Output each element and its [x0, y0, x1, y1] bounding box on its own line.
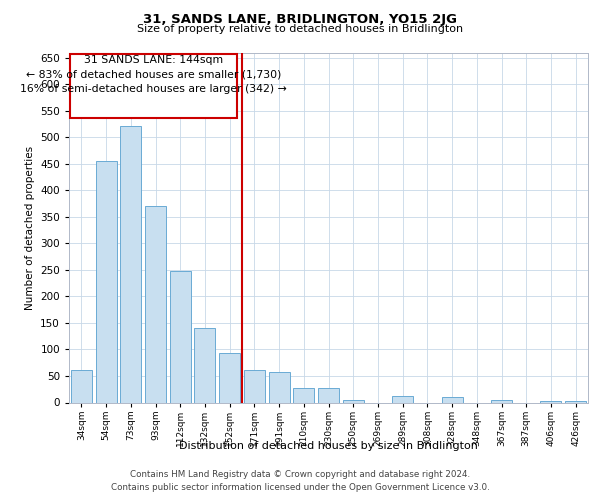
Text: Size of property relative to detached houses in Bridlington: Size of property relative to detached ho… — [137, 24, 463, 34]
Text: Contains public sector information licensed under the Open Government Licence v3: Contains public sector information licen… — [110, 482, 490, 492]
Text: Contains HM Land Registry data © Crown copyright and database right 2024.: Contains HM Land Registry data © Crown c… — [130, 470, 470, 479]
Text: 31, SANDS LANE, BRIDLINGTON, YO15 2JG: 31, SANDS LANE, BRIDLINGTON, YO15 2JG — [143, 12, 457, 26]
Bar — [194, 328, 215, 402]
Text: 31 SANDS LANE: 144sqm
← 83% of detached houses are smaller (1,730)
16% of semi-d: 31 SANDS LANE: 144sqm ← 83% of detached … — [20, 55, 287, 94]
Text: Distribution of detached houses by size in Bridlington: Distribution of detached houses by size … — [179, 441, 478, 451]
Bar — [170, 271, 191, 402]
Bar — [269, 372, 290, 402]
Bar — [120, 126, 141, 402]
Bar — [541, 401, 562, 402]
Bar — [244, 370, 265, 402]
Bar — [219, 353, 240, 403]
Bar — [318, 388, 339, 402]
Bar — [293, 388, 314, 402]
Bar — [491, 400, 512, 402]
Bar — [70, 54, 237, 118]
Bar — [145, 206, 166, 402]
Bar — [95, 161, 116, 402]
Bar — [71, 370, 92, 402]
Bar — [442, 397, 463, 402]
Bar — [392, 396, 413, 402]
Bar — [343, 400, 364, 402]
Y-axis label: Number of detached properties: Number of detached properties — [25, 146, 35, 310]
